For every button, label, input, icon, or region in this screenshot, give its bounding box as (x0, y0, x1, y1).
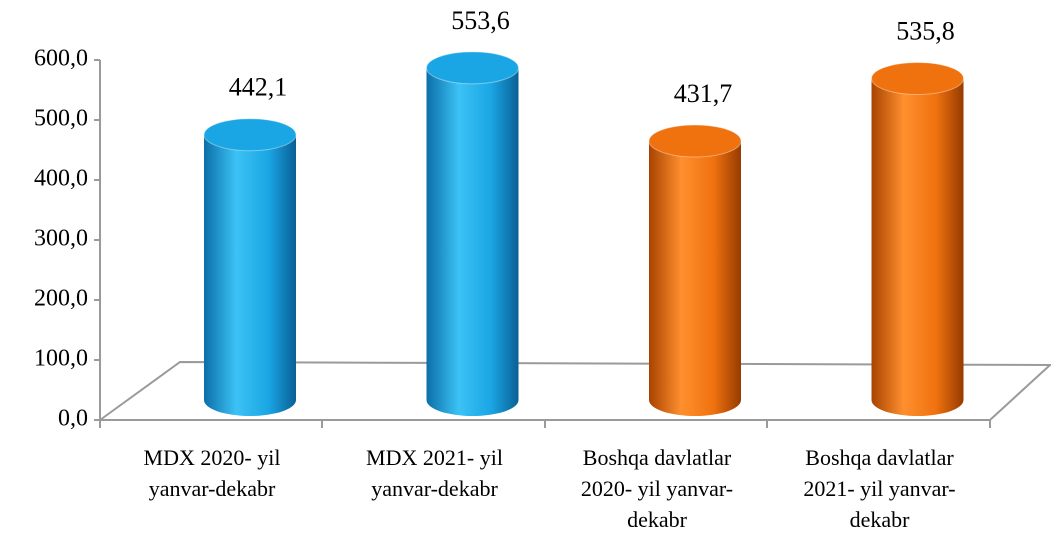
x-tick-label: dekabr (850, 507, 911, 532)
x-tick-label: 2020- yil yanvar- (581, 476, 733, 501)
cylinder-top (203, 118, 297, 152)
cylinder-top (648, 124, 742, 158)
y-tick-label: 0,0 (58, 406, 88, 432)
y-tick-label: 600,0 (34, 46, 88, 72)
y-tick-label: 400,0 (34, 166, 88, 192)
x-tick-label: yanvar-dekabr (149, 476, 276, 501)
x-tick-label: yanvar-dekabr (371, 476, 498, 501)
x-tick-label: MDX 2020- yil (144, 445, 281, 470)
floor (96, 360, 1051, 421)
x-tick-label: Boshqa davlatlar (805, 445, 954, 470)
y-tick-label: 200,0 (34, 286, 88, 312)
x-tick-label: Boshqa davlatlar (583, 445, 732, 470)
cylinder-body (426, 67, 519, 416)
x-tick-label: 2021- yil yanvar- (803, 476, 955, 501)
cylinder-body (871, 78, 964, 417)
value-label: 442,1 (229, 73, 288, 102)
x-tick-label: dekabr (627, 507, 688, 532)
cylinder-body (649, 140, 741, 417)
value-label: 431,7 (674, 79, 733, 108)
y-tick-label: 300,0 (34, 226, 88, 252)
cylinder-body (204, 134, 296, 417)
cylinder-top (426, 51, 519, 85)
y-tick-label: 500,0 (34, 106, 88, 132)
value-label: 553,6 (451, 6, 510, 35)
cylinder-top (871, 62, 964, 96)
x-tick-label: MDX 2021- yil (366, 445, 503, 470)
y-tick-label: 100,0 (34, 346, 88, 372)
value-label: 535,8 (896, 16, 955, 45)
